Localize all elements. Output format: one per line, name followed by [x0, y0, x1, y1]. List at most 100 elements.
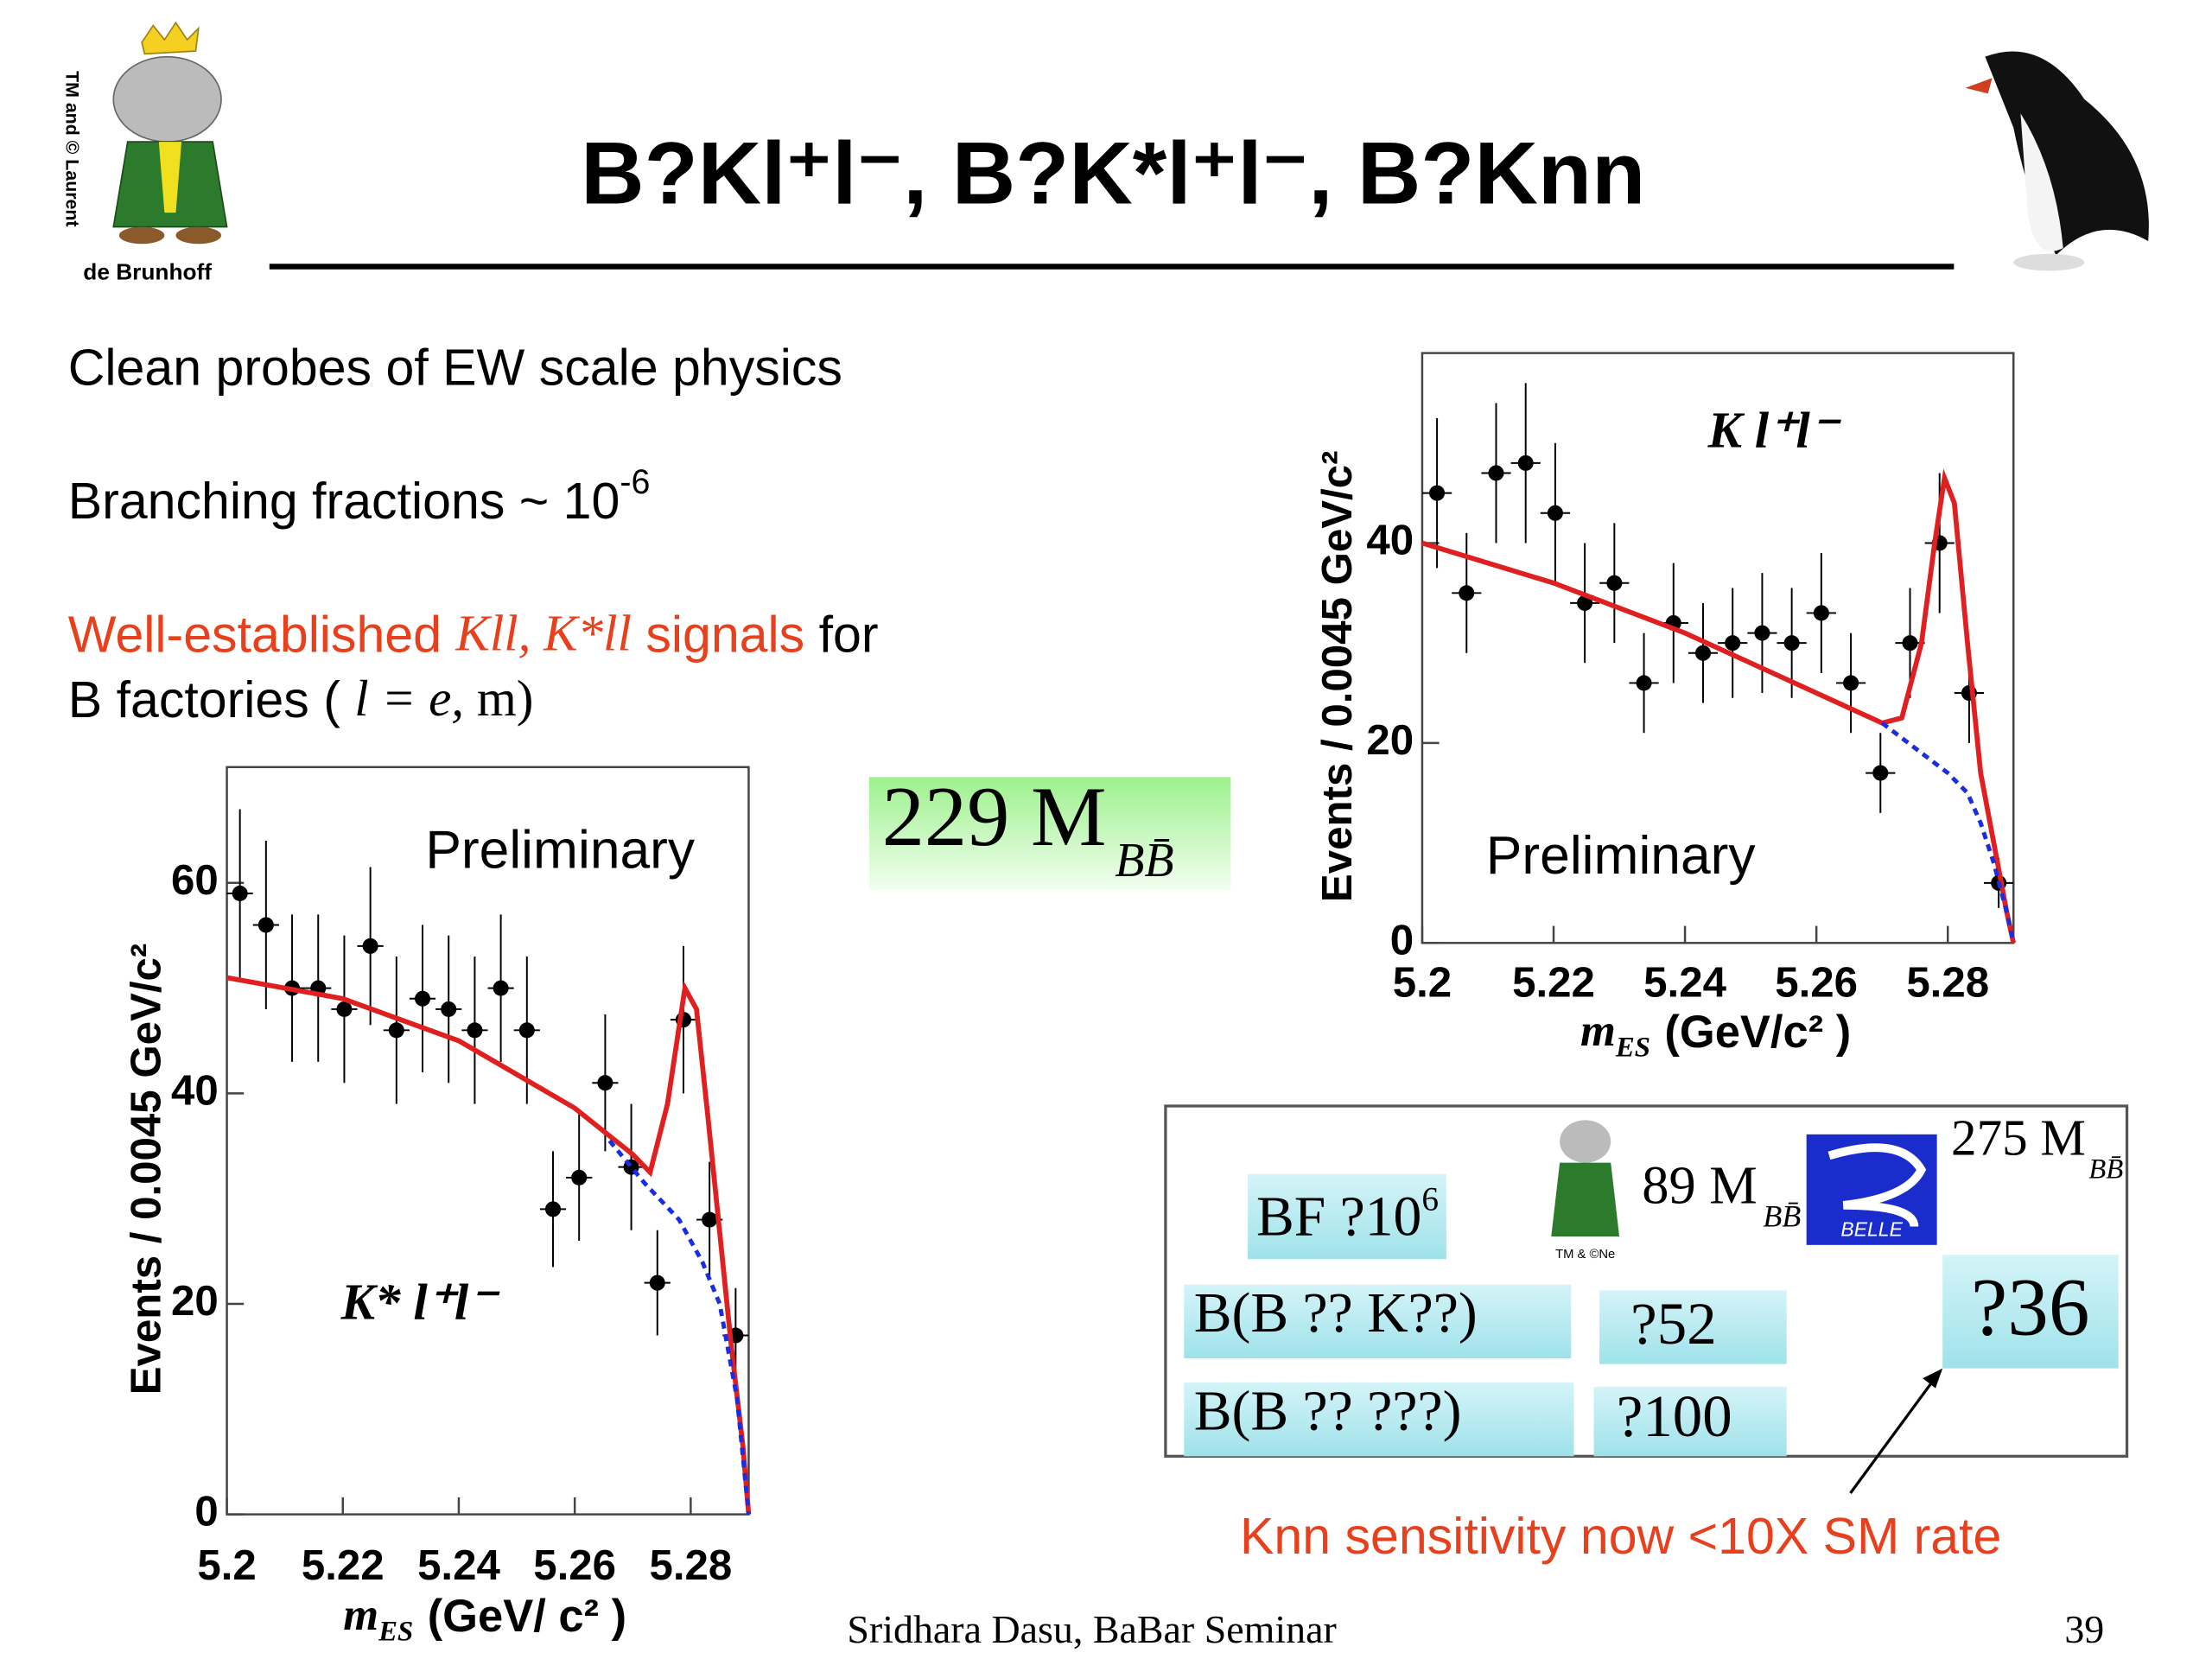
cell [1599, 1290, 1787, 1364]
data-point [362, 938, 378, 954]
arrow [1849, 1374, 1938, 1494]
plot-frame [226, 766, 750, 1516]
note: Knn sensitivity now <10X SM rate [1240, 1508, 2001, 1565]
data-point [441, 1001, 457, 1017]
data-point [1725, 635, 1741, 652]
x-tick-label: 5.22 [1512, 959, 1595, 1007]
x-tick-label: 5.2 [197, 1541, 256, 1589]
subscript: BB̄ [1115, 834, 1173, 887]
y-tick-label: 40 [171, 1066, 219, 1114]
subscript: BB̄ [2088, 1154, 2123, 1185]
belle-sample: 275 MBB̄ [1951, 1109, 2123, 1185]
background-fit [607, 1139, 751, 1515]
data-point [544, 1201, 562, 1217]
text: Branching fractions ~ 10 [68, 473, 620, 530]
title: B?Kl⁺l⁻, B?K*l⁺l⁻, B?Knn [581, 124, 1645, 222]
annotation: K* l⁺l⁻ [340, 1274, 501, 1331]
text-line: Branching fractions ~ 10-6 [68, 464, 651, 530]
data-point [1694, 645, 1712, 661]
total-fit [226, 975, 752, 1515]
x-tick-label: 5.22 [302, 1541, 385, 1589]
belle-logo-b [1827, 1143, 1927, 1228]
annotation: K l⁺l⁻ [1707, 401, 1842, 458]
text: l = e, [354, 670, 464, 727]
row-value: ?100 [1617, 1383, 1732, 1449]
row-value: ?52 [1630, 1291, 1717, 1357]
text: 275 M [1951, 1109, 2086, 1166]
x-tick-label: 5.26 [1775, 959, 1858, 1007]
footer: Sridhara Dasu, BaBar Seminar [847, 1607, 1336, 1651]
data-point [649, 1274, 665, 1291]
data-point [1636, 675, 1652, 691]
data-point [1577, 594, 1593, 611]
data-point [388, 1022, 404, 1039]
data-point [1783, 635, 1800, 652]
data-point [1606, 575, 1623, 591]
preliminary-label: Preliminary [425, 820, 696, 880]
text: BF ?10 [1256, 1186, 1421, 1249]
cell [1942, 1255, 2119, 1369]
data-point [1813, 605, 1829, 621]
x-axis-label: mES (GeV/c² ) [1580, 1006, 1851, 1063]
data-point [1754, 625, 1770, 641]
x-tick-label: 5.28 [649, 1541, 732, 1589]
data-point [1872, 765, 1889, 781]
text-line: B factories ( l = e, m) [68, 670, 534, 728]
y-tick-label: 40 [1366, 516, 1414, 563]
penguin [1965, 51, 2149, 271]
x-axis-unit: (GeV/ c² ) [428, 1591, 626, 1642]
x-axis-symbol: m [343, 1590, 378, 1640]
data-point [1547, 505, 1563, 521]
babar-logo [112, 21, 228, 245]
x-axis-label: mES (GeV/ c² ) [343, 1590, 626, 1647]
text: Kll, K*ll [454, 604, 632, 661]
cell [1184, 1284, 1572, 1359]
row-label: B(B ?? K??) [1194, 1282, 1478, 1344]
y-axis-label: Events / 0.0045 GeV/c² [1313, 450, 1361, 902]
babar-small-logo [1551, 1120, 1620, 1236]
data-point [415, 990, 431, 1007]
sample-box [868, 777, 1231, 891]
data-point [1902, 635, 1918, 652]
data-point [257, 917, 274, 933]
logo-note: TM & ©Ne [1555, 1248, 1615, 1262]
y-axis-label: Events / 0.0045 GeV/c² [122, 944, 169, 1395]
y-tick-label: 0 [194, 1488, 218, 1535]
text-line: Well-established Kll, K*ll signals for [68, 604, 879, 663]
data-point [336, 1001, 353, 1017]
babar-sample: 89 MBB̄ [1642, 1156, 1801, 1234]
text: 229 M [882, 770, 1107, 864]
text: B factories ( [68, 671, 355, 728]
logo-side: TM and © Laurent [61, 71, 82, 226]
text: for [804, 606, 878, 663]
x-tick-label: 5.28 [1906, 959, 1989, 1007]
text: m) [464, 670, 533, 727]
cell [1593, 1386, 1787, 1457]
superscript: 6 [1421, 1180, 1439, 1218]
cell [1184, 1382, 1574, 1457]
belle-limit: ?36 [1971, 1262, 2089, 1353]
y-tick-label: 20 [1366, 716, 1414, 764]
data-point [571, 1169, 588, 1185]
x-tick-label: 5.24 [417, 1541, 500, 1589]
data-point [702, 1211, 718, 1228]
x-axis-subscript: ES [1615, 1032, 1650, 1063]
logo-bottom: de Brunhoff [83, 259, 212, 285]
x-axis-unit: (GeV/c² ) [1664, 1007, 1851, 1058]
text: Well-established [68, 606, 456, 663]
x-tick-label: 5.24 [1643, 959, 1726, 1007]
data-point [1459, 585, 1475, 601]
bf: BF ?106 [1256, 1180, 1439, 1249]
row-label: B(B ?? ???) [1194, 1380, 1462, 1442]
x-axis-symbol: m [1580, 1006, 1616, 1056]
data-point [1517, 454, 1534, 471]
text: 89 M [1642, 1156, 1757, 1216]
sample: 229 M BB̄ [882, 770, 1174, 887]
data-point [597, 1075, 613, 1091]
text-line: Clean probes of EW scale physics [68, 340, 842, 397]
data-point [232, 885, 248, 901]
subscript: BB̄ [1763, 1199, 1801, 1234]
superscript: -6 [620, 464, 650, 502]
